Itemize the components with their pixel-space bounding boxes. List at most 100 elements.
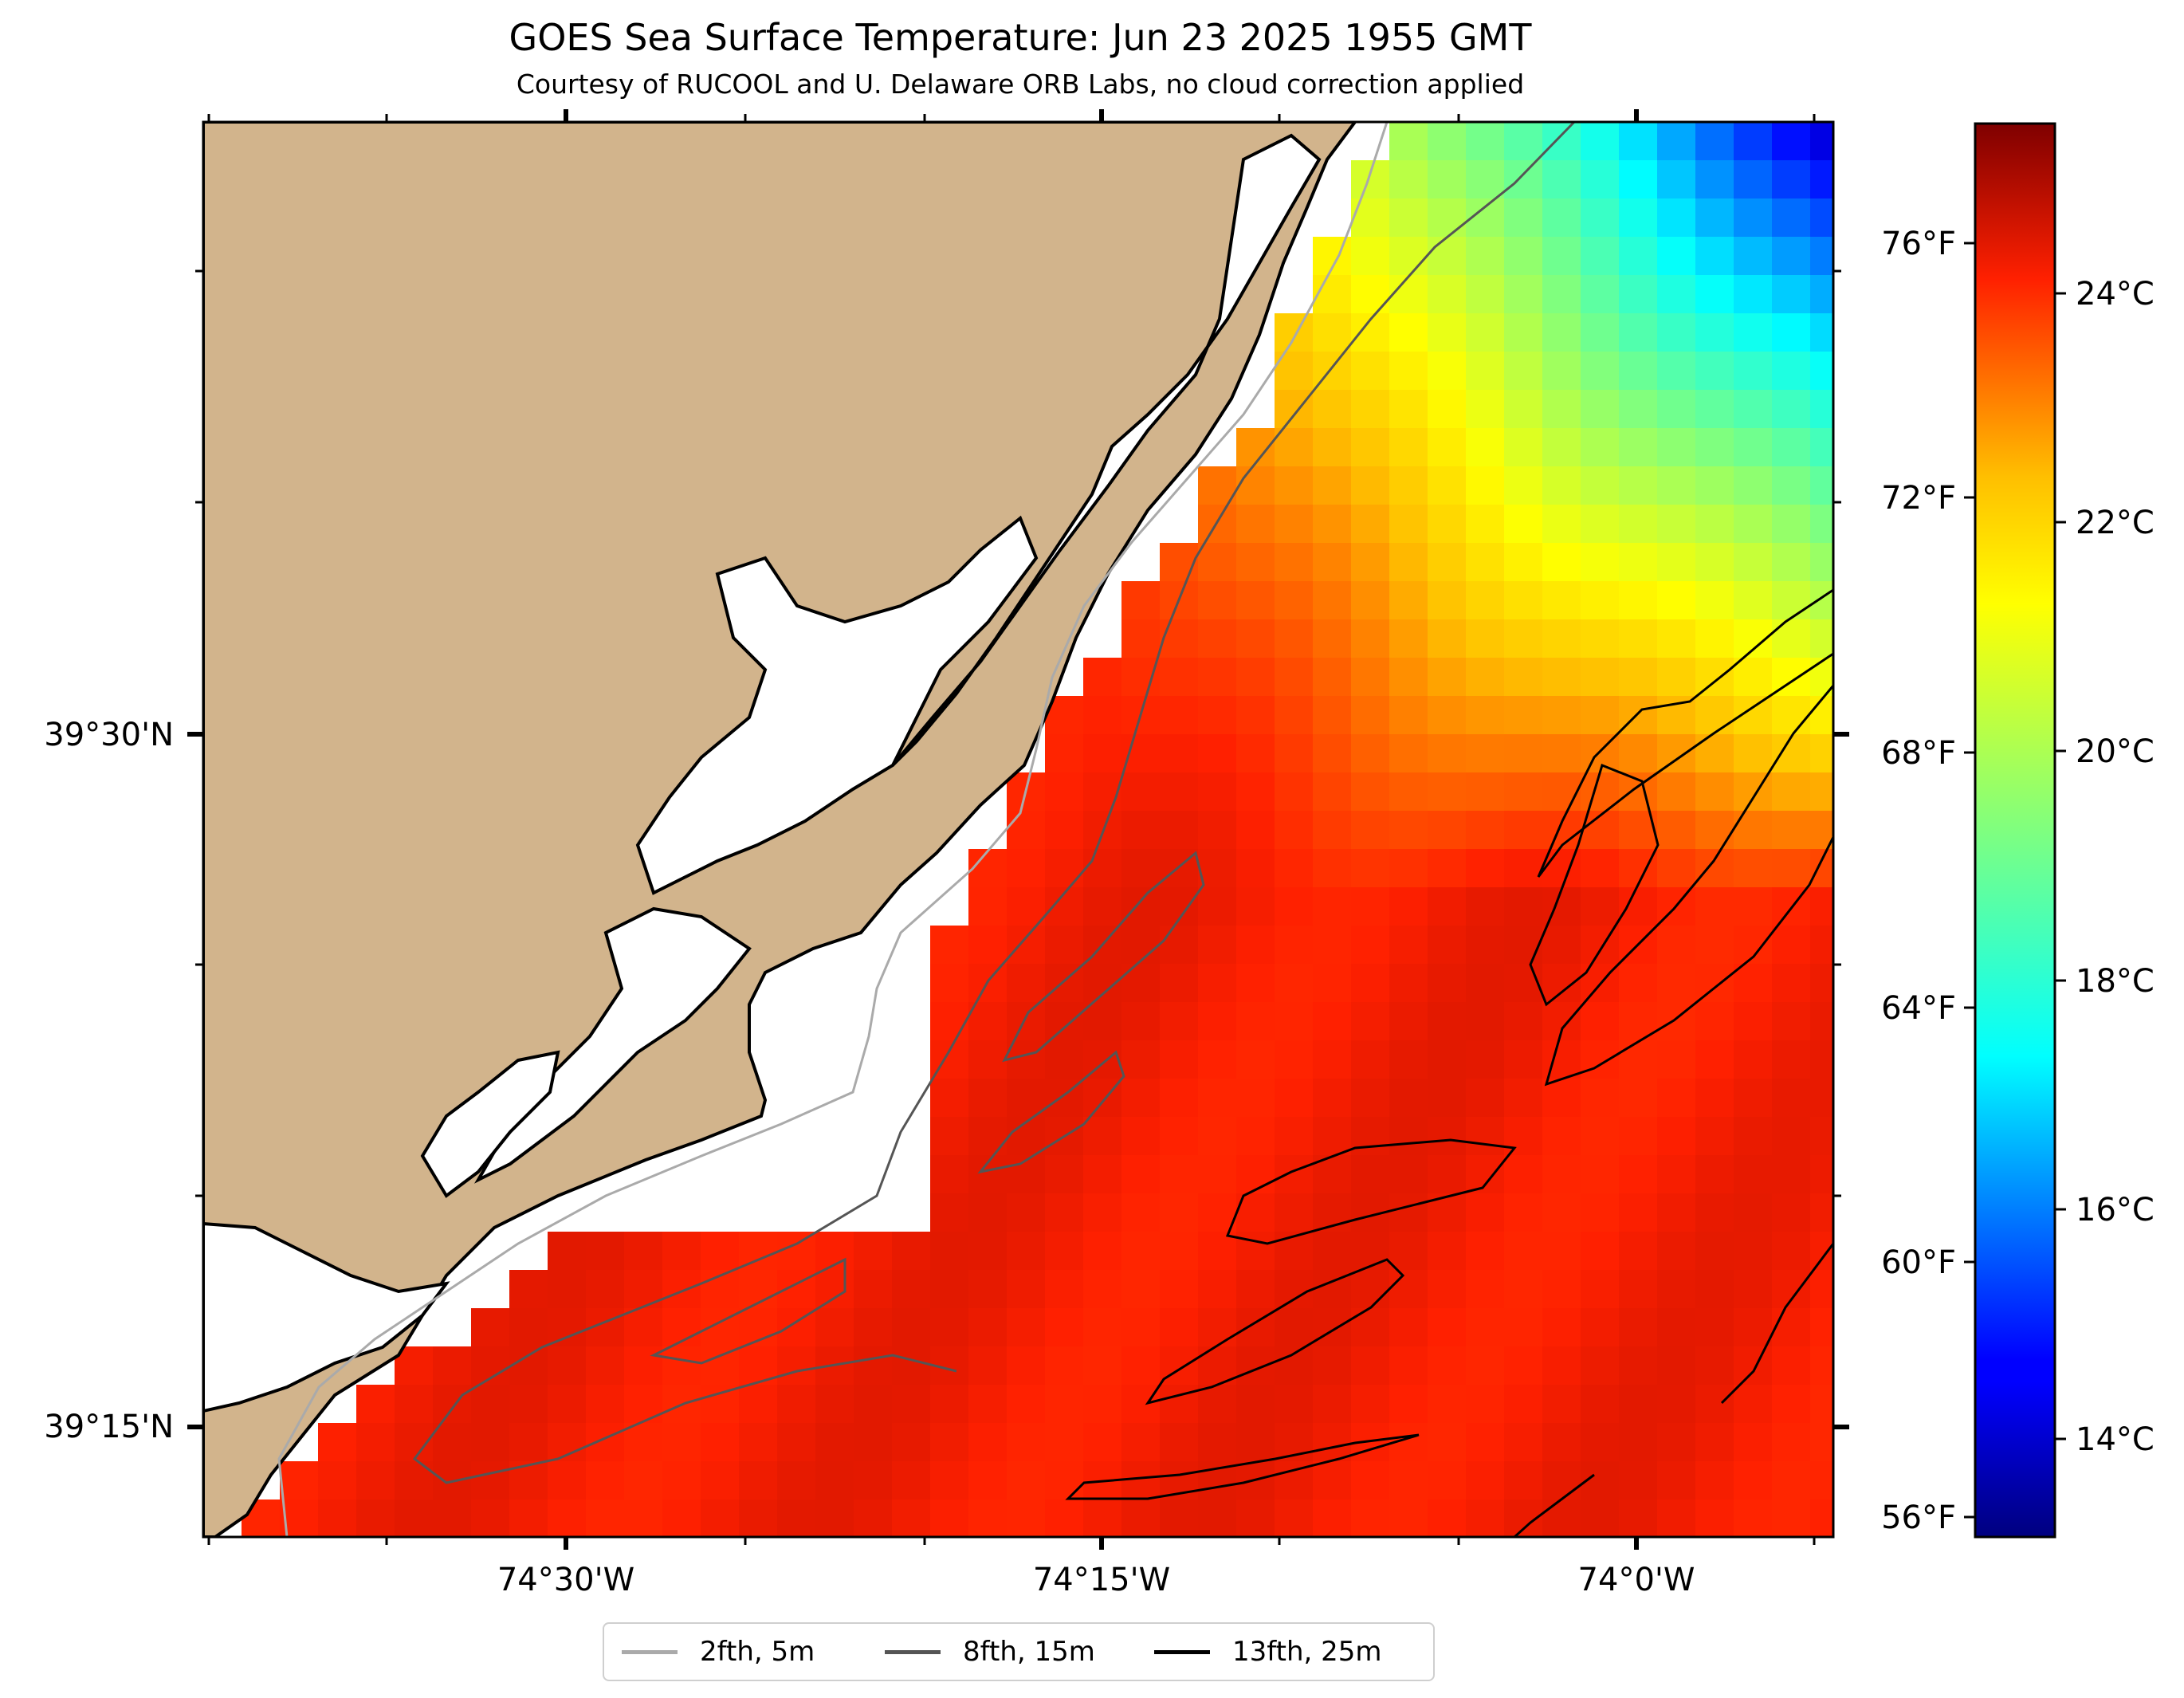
sst-cell	[1160, 926, 1199, 965]
sst-cell	[1045, 1040, 1084, 1079]
sst-cell	[1734, 237, 1773, 276]
sst-cell	[1275, 734, 1314, 773]
sst-cell	[1810, 1232, 1833, 1271]
sst-cell	[1504, 390, 1543, 429]
sst-cell	[1275, 811, 1314, 850]
sst-cell	[815, 1385, 854, 1424]
sst-cell	[1121, 1308, 1161, 1347]
sst-cell	[1389, 1270, 1428, 1309]
sst-cell	[1542, 1117, 1581, 1156]
sst-cell	[1734, 581, 1773, 620]
sst-cell	[1542, 1193, 1581, 1232]
sst-cell	[1351, 619, 1390, 658]
sst-cell	[1351, 198, 1390, 238]
sst-cell	[1389, 237, 1428, 276]
sst-cell	[739, 1385, 778, 1424]
sst-cell	[1581, 1002, 1620, 1041]
sst-cell	[1619, 198, 1658, 238]
sst-cell	[968, 1040, 1008, 1079]
y-tick-label: 39°30'N	[44, 717, 174, 753]
x-tick-label: 74°30'W	[497, 1562, 634, 1598]
sst-cell	[1772, 1232, 1811, 1271]
sst-cell	[1772, 160, 1811, 199]
sst-cell	[1695, 1232, 1734, 1271]
sst-cell	[1275, 505, 1314, 544]
sst-cell	[1810, 1308, 1833, 1347]
sst-cell	[1695, 122, 1734, 161]
sst-cell	[1581, 1385, 1620, 1424]
sst-cell	[1160, 964, 1199, 1003]
sst-cell	[1428, 160, 1467, 199]
sst-cell	[930, 964, 969, 1003]
sst-cell	[930, 1385, 969, 1424]
sst-cell	[1504, 772, 1543, 812]
sst-cell	[1351, 160, 1390, 199]
sst-cell	[1275, 1308, 1314, 1347]
sst-cell	[1198, 658, 1237, 697]
sst-cell	[1198, 1308, 1237, 1347]
sst-cell	[930, 1270, 969, 1309]
sst-cell	[1695, 926, 1734, 965]
sst-cell	[1810, 1500, 1833, 1537]
sst-cell	[1542, 811, 1581, 850]
sst-cell	[1236, 1270, 1275, 1309]
sst-cell	[1313, 696, 1352, 735]
sst-cell	[1160, 1270, 1199, 1309]
sst-cell	[1428, 122, 1467, 161]
sst-cell	[1504, 658, 1543, 697]
sst-cell	[1466, 696, 1505, 735]
sst-cell	[1389, 964, 1428, 1003]
sst-cell	[1121, 1079, 1161, 1118]
sst-cell	[1619, 1385, 1658, 1424]
sst-cell	[1657, 313, 1696, 352]
sst-cell	[586, 1346, 625, 1386]
sst-cell	[1619, 887, 1658, 926]
sst-cell	[1428, 1385, 1467, 1424]
sst-cell	[777, 1232, 816, 1271]
sst-cell	[1198, 1385, 1237, 1424]
sst-cell	[1810, 428, 1833, 467]
colorbar-celsius-label: 22°C	[2076, 505, 2155, 541]
sst-cell	[892, 1385, 931, 1424]
sst-cell	[1810, 466, 1833, 505]
inlet-south	[203, 1221, 450, 1413]
sst-cell	[471, 1385, 510, 1424]
sst-cell	[1389, 1079, 1428, 1118]
sst-cell	[1734, 390, 1773, 429]
sst-cell	[1657, 390, 1696, 429]
sst-cell	[1428, 428, 1467, 467]
sst-cell	[1619, 658, 1658, 697]
sst-cell	[395, 1461, 434, 1500]
sst-cell	[1045, 1270, 1084, 1309]
sst-cell	[1351, 237, 1390, 276]
sst-cell	[1734, 122, 1773, 161]
sst-cell	[1619, 505, 1658, 544]
sst-cell	[1810, 1461, 1833, 1500]
sst-cell	[1657, 1270, 1696, 1309]
map-title: GOES Sea Surface Temperature: Jun 23 202…	[509, 16, 1532, 59]
sst-cell	[1275, 1232, 1314, 1271]
sst-cell	[892, 1423, 931, 1462]
sst-cell	[1810, 1346, 1833, 1386]
sst-cell	[701, 1385, 740, 1424]
sst-cell	[662, 1423, 701, 1462]
sst-cell	[1504, 1232, 1543, 1271]
sst-cell	[548, 1346, 587, 1386]
sst-cell	[1504, 313, 1543, 352]
sst-cell	[815, 1461, 854, 1500]
sst-cell	[1275, 926, 1314, 965]
great-bay	[635, 515, 1039, 895]
sst-cell	[1045, 926, 1084, 965]
sst-cell	[1619, 1461, 1658, 1500]
sst-cell	[1657, 1346, 1696, 1386]
sst-cell	[1772, 428, 1811, 467]
sst-cell	[471, 1308, 510, 1347]
sst-cell	[662, 1346, 701, 1386]
sst-cell	[1581, 237, 1620, 276]
sst-cell	[1275, 1002, 1314, 1041]
sst-cell	[1160, 772, 1199, 812]
sst-cell	[1542, 160, 1581, 199]
sst-cell	[1389, 1040, 1428, 1079]
sst-cell	[318, 1423, 357, 1462]
sst-cell	[1581, 160, 1620, 199]
